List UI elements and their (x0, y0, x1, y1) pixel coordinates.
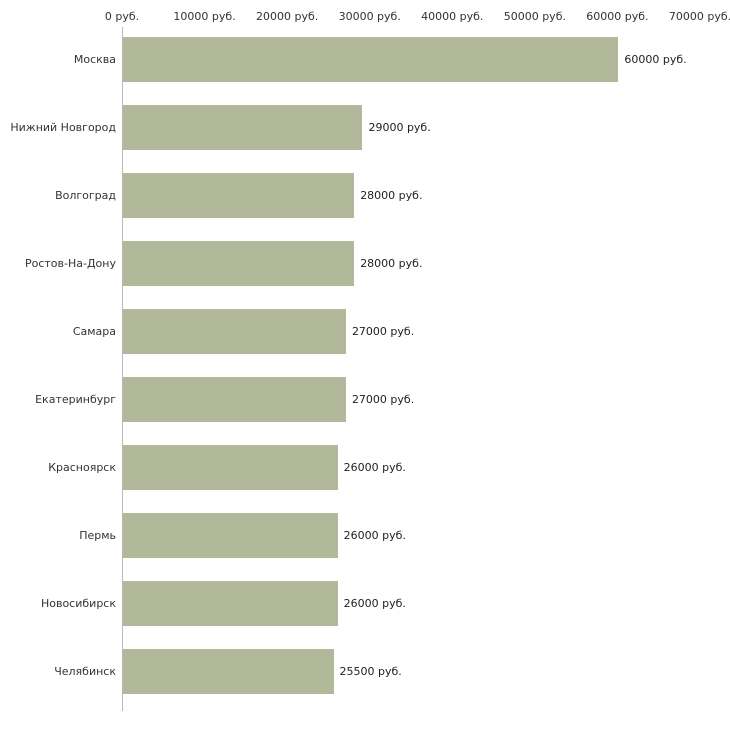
category-label: Новосибирск (40, 597, 116, 610)
y-axis-line (122, 27, 123, 711)
value-label: 25500 руб. (339, 665, 402, 678)
bar (123, 37, 619, 82)
category-label: Ростов-На-Дону (24, 257, 116, 270)
value-label: 26000 руб. (343, 529, 406, 542)
bar (123, 581, 338, 626)
category-label: Пермь (79, 529, 116, 542)
category-label: Нижний Новгород (10, 121, 116, 134)
category-label: Екатеринбург (35, 393, 116, 406)
category-label: Москва (73, 53, 116, 66)
value-label: 28000 руб. (360, 189, 423, 202)
x-tick-label: 50000 руб. (503, 10, 566, 23)
value-label: 27000 руб. (351, 325, 415, 338)
category-label: Красноярск (48, 461, 116, 474)
x-tick-label: 0 руб. (104, 10, 140, 23)
category-label: Самара (72, 325, 116, 338)
category-label: Челябинск (54, 665, 116, 678)
x-tick-label: 40000 руб. (421, 10, 484, 23)
value-label: 27000 руб. (351, 393, 415, 406)
bar (123, 309, 346, 354)
bar (123, 445, 338, 490)
value-label: 26000 руб. (343, 461, 406, 474)
bar (123, 241, 355, 286)
bar (123, 377, 346, 422)
x-tick-label: 20000 руб. (256, 10, 319, 23)
bar (123, 173, 355, 218)
bar (123, 649, 334, 694)
bar (123, 105, 363, 150)
value-label: 26000 руб. (343, 597, 406, 610)
x-tick-label: 10000 руб. (173, 10, 236, 23)
value-label: 60000 руб. (624, 53, 687, 66)
x-tick-label: 60000 руб. (586, 10, 649, 23)
value-label: 29000 руб. (368, 121, 431, 134)
x-tick-label: 70000 руб. (668, 10, 730, 23)
bar (123, 513, 338, 558)
value-label: 28000 руб. (360, 257, 423, 270)
x-tick-label: 30000 руб. (338, 10, 401, 23)
category-label: Волгоград (55, 189, 116, 202)
